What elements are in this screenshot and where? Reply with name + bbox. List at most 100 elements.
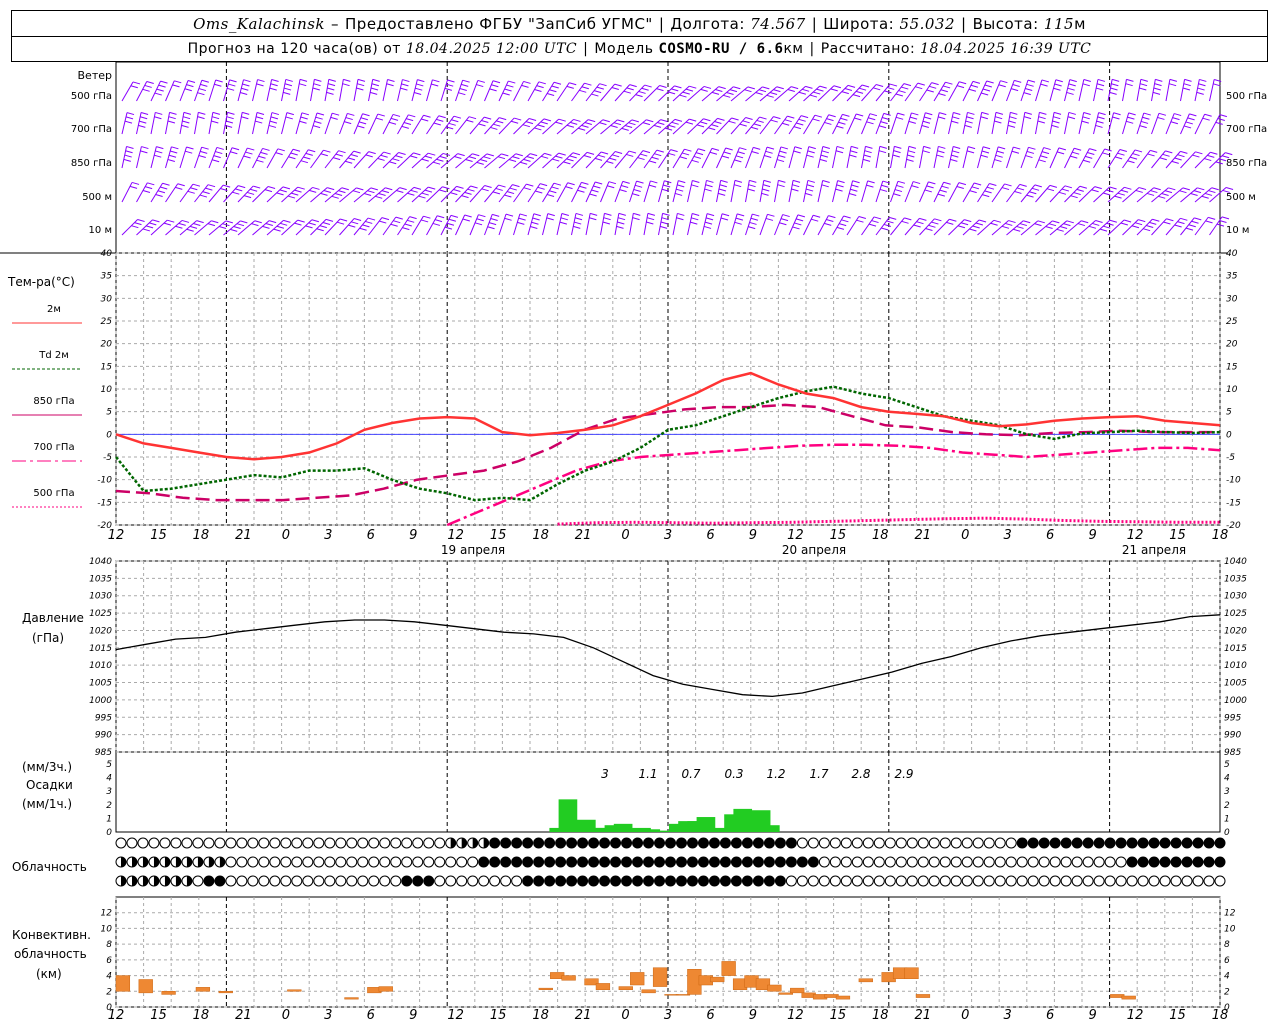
- hour-tick-label-bottom: 21: [914, 1008, 931, 1023]
- wind-barb-feather: [146, 81, 154, 85]
- cloud-circle: [588, 856, 600, 868]
- wind-barb-feather: [678, 180, 686, 184]
- wind-barb: [1165, 151, 1181, 169]
- wind-barb-feather: [640, 153, 648, 157]
- cloud-circle: [862, 856, 874, 868]
- wind-barb-feather: [1129, 156, 1138, 160]
- wind-barb: [527, 213, 535, 236]
- wind-barb: [832, 180, 839, 203]
- wind-barb-feather: [723, 94, 731, 98]
- wind-barb-feather: [952, 150, 960, 154]
- wind-barb-feather: [681, 152, 690, 156]
- wind-barb-feather: [1082, 83, 1090, 87]
- conv-label-3: (км): [36, 967, 62, 981]
- hour-tick-label-bottom: 21: [575, 1008, 592, 1023]
- wind-barb-feather: [379, 220, 387, 224]
- pres-tick-label: 1040: [89, 557, 112, 567]
- wind-barb-feather: [651, 156, 659, 160]
- wind-barb-feather: [647, 212, 656, 216]
- wind-barb-feather: [360, 117, 368, 121]
- wind-barb: [223, 79, 231, 102]
- wind-barb-feather: [552, 158, 560, 162]
- wind-barb-feather: [617, 119, 625, 123]
- cloud-circle: [379, 837, 391, 849]
- wind-barb: [339, 79, 344, 102]
- wind-barb: [875, 146, 881, 169]
- wind-barb-feather: [679, 94, 687, 98]
- wind-barb-feather: [375, 117, 384, 121]
- wind-barb: [614, 84, 631, 102]
- cloud-circle: [796, 837, 808, 849]
- wind-barb-feather: [787, 89, 795, 92]
- cloud-half: [450, 838, 456, 848]
- wind-barb-feather: [766, 94, 774, 98]
- conv-bar: [378, 986, 393, 992]
- cloud-circle: [522, 875, 534, 887]
- wind-barb-feather: [737, 213, 745, 217]
- wind-barb-feather: [534, 89, 542, 92]
- wind-barb-feather: [290, 152, 298, 156]
- pres-tick-label-right: 1025: [1224, 609, 1247, 619]
- wind-barb-feather: [396, 190, 404, 193]
- wind-barb: [179, 112, 185, 135]
- wind-barb-feather: [1054, 83, 1062, 87]
- wind-barb-feather: [1215, 161, 1223, 165]
- wind-barb: [846, 84, 863, 102]
- conv-bar: [618, 986, 633, 990]
- wind-barb-feather: [283, 91, 291, 95]
- wind-barb-feather: [378, 192, 386, 196]
- wind-barb-feather: [344, 121, 352, 125]
- wind-barb-feather: [488, 222, 497, 226]
- wind-barb-feather: [211, 116, 220, 120]
- cloud-circle: [434, 837, 446, 849]
- cloud-circle: [928, 856, 940, 868]
- wind-barb-feather: [758, 89, 767, 93]
- wind-barb-feather: [718, 192, 726, 196]
- conv-bar: [584, 978, 599, 986]
- cloud-panel: [115, 837, 1226, 887]
- cloud-circle: [313, 875, 325, 887]
- wind-barb-feather: [1214, 79, 1222, 82]
- wind-barb: [919, 181, 929, 203]
- wind-barb-feather: [971, 186, 980, 190]
- cloud-circle: [1038, 875, 1050, 887]
- hour-tick-label-bottom: 12: [1127, 1008, 1144, 1023]
- wind-barb-feather: [913, 224, 921, 228]
- wind-barb-feather: [279, 189, 287, 193]
- header-row-forecast: Прогноз на 120 часа(ов) от 18.04.2025 12…: [11, 36, 1268, 62]
- wind-barb-feather: [1177, 154, 1185, 158]
- wind-barb-feather: [215, 151, 223, 155]
- wind-barb-feather: [880, 121, 888, 125]
- wind-barb-feather: [421, 118, 429, 122]
- wind-barb-feather: [693, 155, 702, 159]
- wind-barb-feather: [442, 152, 451, 156]
- wind-barb-feather: [240, 91, 248, 95]
- cloud-circle: [1126, 875, 1138, 887]
- wind-barb-feather: [583, 155, 592, 159]
- wind-barb-feather: [501, 153, 509, 157]
- precip-tick-label: 0: [106, 828, 112, 838]
- wind-barb: [252, 220, 270, 236]
- wind-barb-feather: [560, 217, 568, 221]
- wind-barb: [861, 146, 866, 169]
- wind-barb-feather: [1112, 78, 1120, 82]
- wind-barb: [745, 147, 754, 169]
- cloud-circle: [511, 875, 523, 887]
- wind-barb-feather: [284, 83, 293, 87]
- cloud-circle: [610, 875, 622, 887]
- conv-label-1: Конвективн.: [12, 928, 91, 942]
- wind-barb-feather: [938, 92, 946, 96]
- wind-barb-feather: [1163, 221, 1171, 225]
- wind-barb-feather: [365, 220, 373, 224]
- wind-barb-feather: [692, 180, 700, 184]
- wind-barb-feather: [466, 119, 474, 123]
- cloud-circle: [280, 875, 292, 887]
- wind-barb: [397, 216, 411, 236]
- wind-barb-feather: [432, 161, 441, 165]
- wind-barb: [904, 146, 910, 169]
- wind-barb-feather: [486, 153, 494, 157]
- wind-barb-feather: [984, 190, 992, 194]
- wind-barb-feather: [140, 150, 148, 154]
- wind-barb-feather: [490, 218, 498, 221]
- wind-barb-feather: [362, 224, 370, 228]
